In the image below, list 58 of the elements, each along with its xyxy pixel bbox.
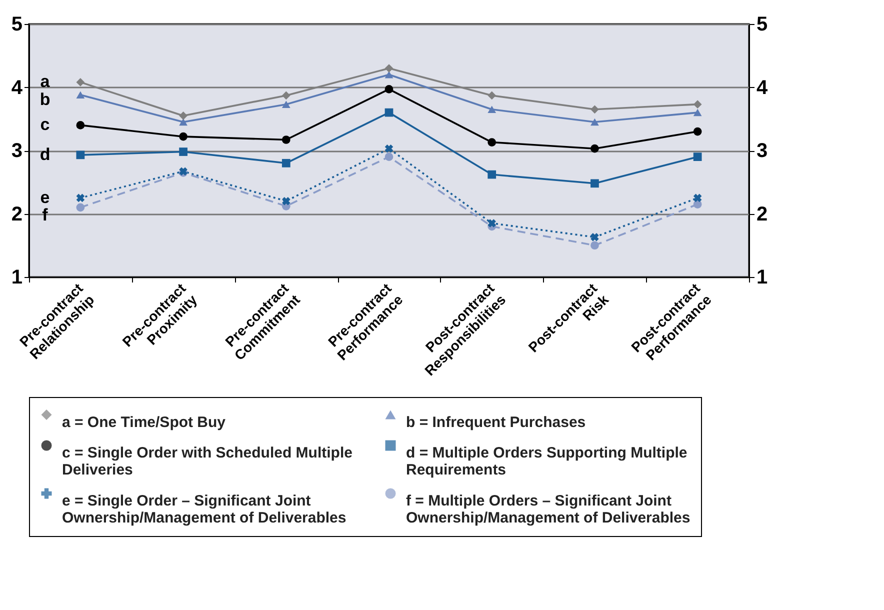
point bbox=[282, 100, 290, 108]
point bbox=[282, 158, 290, 168]
y2-tick-label: 1 bbox=[756, 266, 768, 288]
point bbox=[76, 150, 85, 160]
point bbox=[590, 233, 599, 242]
point bbox=[384, 84, 394, 94]
annotation: a bbox=[40, 72, 50, 92]
point bbox=[590, 144, 599, 153]
y2-tick-label: 4 bbox=[756, 76, 768, 99]
point bbox=[590, 241, 599, 250]
legend-label: d = Multiple Orders Supporting Multiple Requirements bbox=[406, 444, 688, 478]
annotation: c bbox=[40, 115, 50, 134]
point bbox=[384, 144, 394, 153]
point bbox=[590, 179, 599, 188]
annotation: e bbox=[40, 188, 50, 207]
y-tick-label: 4 bbox=[11, 76, 24, 99]
point bbox=[693, 100, 702, 109]
point bbox=[693, 152, 702, 162]
legend-label: e = Single Order – Significant Joint Ownership/Management of Deliverables bbox=[62, 492, 346, 526]
point bbox=[384, 108, 394, 117]
point bbox=[282, 91, 290, 100]
legend-label: f = Multiple Orders – Significant Joint Ownership/Management of Deliverables bbox=[406, 492, 690, 526]
point bbox=[179, 132, 188, 141]
point bbox=[384, 64, 394, 72]
annotation: f bbox=[42, 206, 48, 225]
y2-tick-label: 5 bbox=[756, 14, 768, 36]
y-tick-label: 1 bbox=[11, 266, 22, 288]
point bbox=[76, 78, 85, 86]
point bbox=[384, 152, 394, 161]
y2-tick-label: 3 bbox=[756, 140, 768, 162]
point bbox=[76, 91, 85, 98]
point bbox=[179, 118, 188, 126]
point bbox=[76, 194, 85, 202]
point bbox=[282, 136, 290, 144]
point bbox=[488, 138, 496, 146]
point bbox=[590, 105, 599, 114]
y-tick-label: 5 bbox=[11, 14, 22, 36]
point bbox=[693, 127, 702, 136]
legend-label: b = Infrequent Purchases bbox=[406, 414, 586, 431]
y2-tick-label: 2 bbox=[756, 203, 768, 226]
point bbox=[693, 194, 702, 202]
point bbox=[488, 106, 496, 114]
point bbox=[179, 148, 188, 156]
point bbox=[76, 121, 85, 130]
point bbox=[590, 118, 599, 126]
point bbox=[488, 219, 496, 228]
y-tick-label: 3 bbox=[11, 140, 22, 162]
annotation: b bbox=[40, 90, 50, 109]
point bbox=[693, 108, 702, 116]
y-tick-label: 2 bbox=[11, 203, 22, 226]
point bbox=[179, 112, 188, 120]
legend-label: c = Single Order with Scheduled Multiple Deliveries bbox=[62, 444, 352, 478]
point bbox=[488, 170, 496, 179]
legend-label: a = One Time/Spot Buy bbox=[62, 414, 226, 431]
point bbox=[76, 203, 85, 212]
point bbox=[282, 196, 290, 206]
point bbox=[488, 91, 496, 100]
annotation: d bbox=[40, 144, 50, 164]
